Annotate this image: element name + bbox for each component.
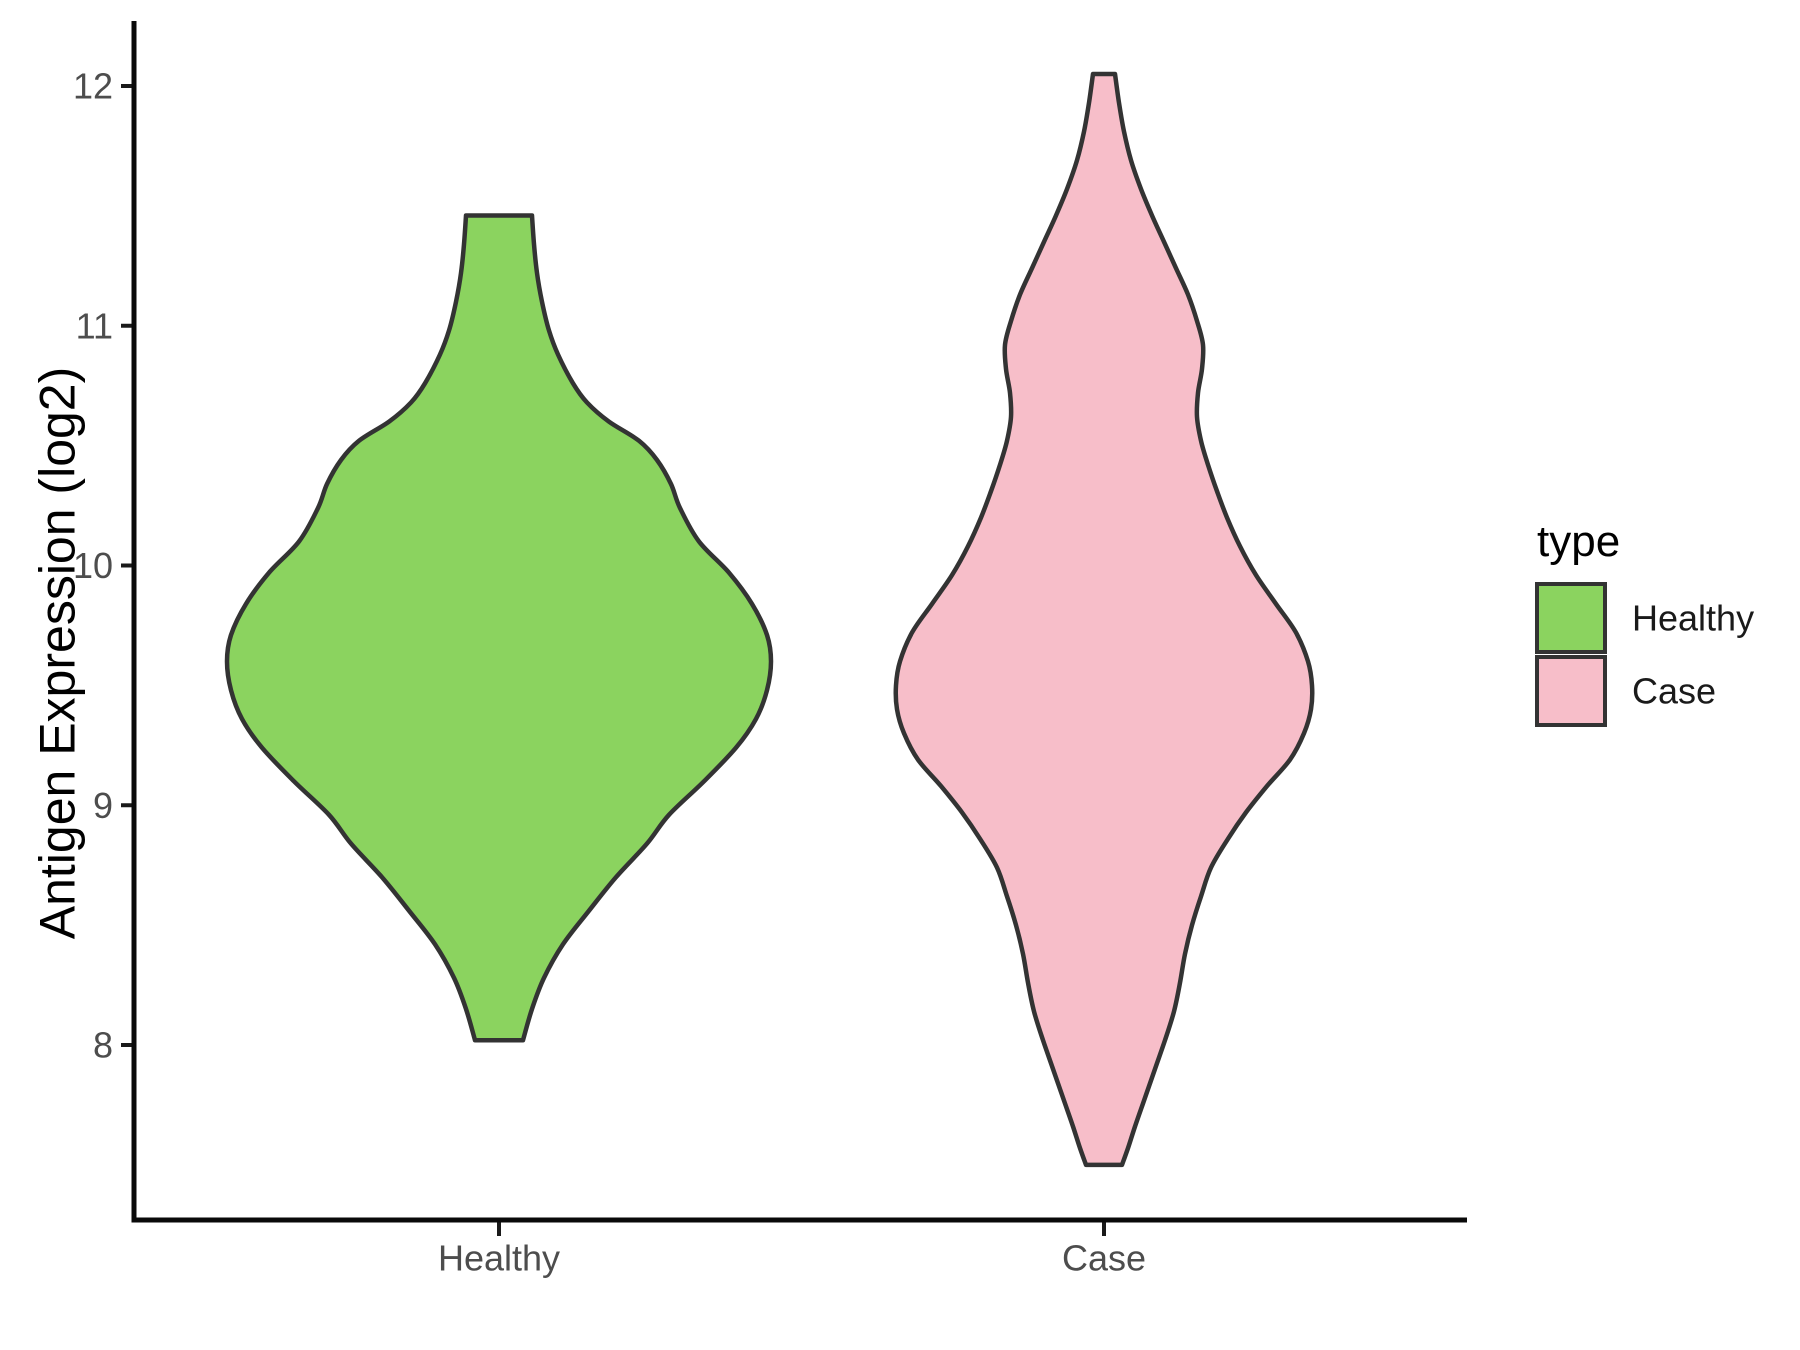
violin-case [893, 71, 1315, 1168]
legend-label-case: Case [1632, 671, 1716, 712]
legend-key-healthy [1535, 582, 1607, 654]
x-category-label: Case [1062, 1238, 1146, 1279]
legend: type Healthy Case [1535, 517, 1754, 727]
x-category-label: Healthy [438, 1238, 560, 1279]
violin-healthy [224, 213, 774, 1043]
axis-ticks: 8 9 10 11 12 Healthy Case [73, 66, 1146, 1279]
y-tick-label: 11 [76, 305, 113, 346]
y-axis-title: Antigen Expression (log2) [30, 367, 86, 940]
legend-label-healthy: Healthy [1632, 598, 1754, 639]
legend-title: type [1537, 517, 1620, 566]
y-tick-label: 8 [93, 1025, 113, 1066]
y-tick-label: 12 [73, 66, 113, 107]
axes [131, 21, 1467, 1223]
y-tick-label: 9 [93, 785, 113, 826]
y-tick-label: 10 [73, 545, 113, 586]
violin-shapes [224, 71, 1315, 1168]
legend-key-case [1535, 655, 1607, 727]
